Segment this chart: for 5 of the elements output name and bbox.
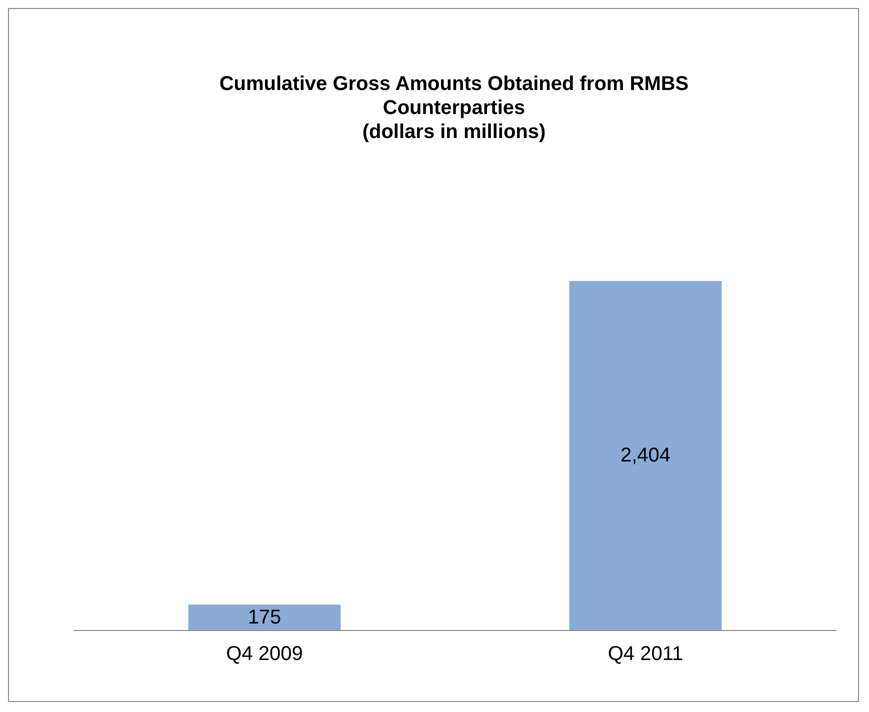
x-tick-label: Q4 2009 <box>226 643 303 665</box>
data-label: 2,404 <box>620 444 671 466</box>
x-tick-label: Q4 2011 <box>608 643 684 665</box>
data-label: 175 <box>248 606 282 628</box>
chart-title: Cumulative Gross Amounts Obtained from RMBS Counterparties (dollars in millions) <box>219 73 689 143</box>
